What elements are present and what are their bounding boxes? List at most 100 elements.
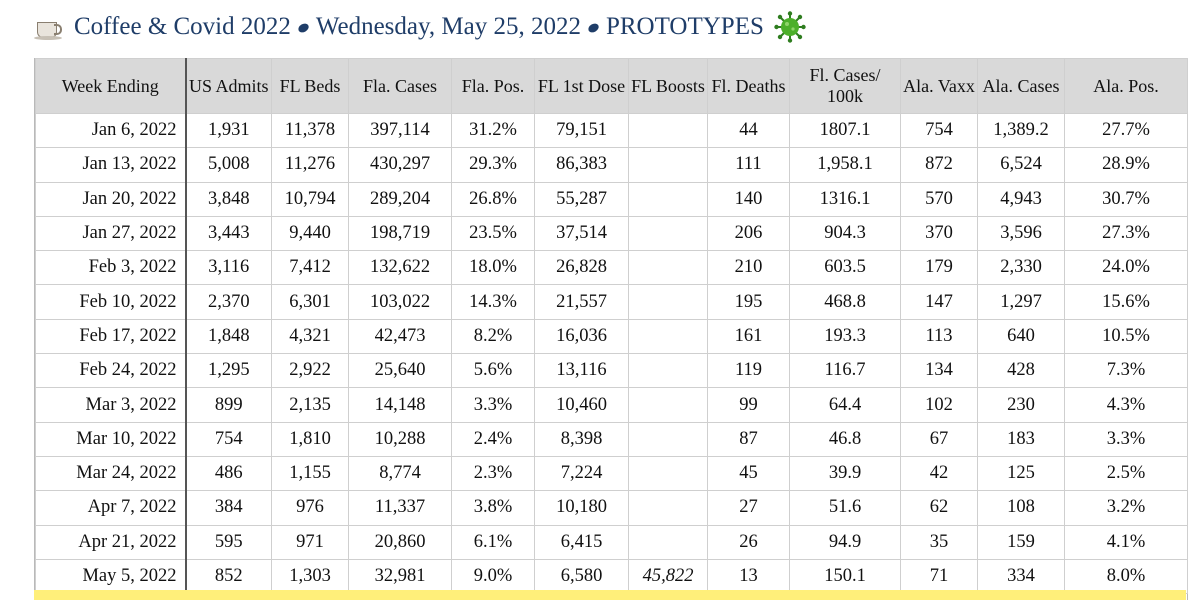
column-header-fl-beds: FL Beds [271,58,349,114]
table-row: Feb 10, 2022 2,370 6,301 103,022 14.3% 21,557… [35,284,1188,320]
cell-week: Mar 24, 2022 [35,455,187,492]
cell-ala-vaxx: 42 [900,455,978,492]
cell-us-admits: 486 [185,455,272,492]
coffee-bean-icon [586,21,601,35]
cell-fla-cases: 32,981 [348,558,452,595]
table-row: Mar 24, 2022 486 1,155 8,774 2.3% 7,224 45 39.9… [35,455,1188,492]
cell-ala-cases: 4,943 [977,181,1065,217]
cell-fla-cases: 289,204 [348,181,452,217]
cell-week: Jan 13, 2022 [35,147,187,183]
cell-fl-boosts [628,318,708,355]
cell-fl-1st-dose: 7,224 [534,455,629,492]
cell-week: Feb 24, 2022 [35,353,187,389]
table-header-row: Week Ending US Admits FL Beds Fla. Cases Fla… [35,58,1188,114]
column-header-fl-cases-100k: Fl. Cases/ 100k [789,58,901,114]
cell-fl-cases-100k: 46.8 [789,421,901,457]
cell-us-admits: 754 [185,421,272,457]
cell-fl-1st-dose: 6,415 [534,524,629,560]
cell-fl-beds: 11,378 [271,112,349,149]
highlight-row [34,590,1186,600]
cell-fl-1st-dose: 21,557 [534,284,629,320]
cell-fl-deaths: 26 [707,524,790,560]
cell-ala-cases: 334 [977,558,1065,595]
cell-fla-pos: 2.4% [451,421,535,457]
cell-week: Mar 10, 2022 [35,421,187,457]
cell-ala-cases: 2,330 [977,250,1065,286]
cell-ala-vaxx: 872 [900,147,978,183]
title-brand: Coffee & Covid 2022 [74,13,291,40]
cell-week: Apr 21, 2022 [35,524,187,560]
cell-fla-pos: 3.8% [451,490,535,526]
cell-fl-cases-100k: 116.7 [789,353,901,389]
cell-ala-pos: 4.3% [1064,387,1188,423]
cell-ala-cases: 183 [977,421,1065,457]
cell-ala-vaxx: 134 [900,353,978,389]
cell-ala-pos: 27.3% [1064,215,1188,252]
cell-ala-vaxx: 570 [900,181,978,217]
cell-fl-cases-100k: 1316.1 [789,181,901,217]
cell-ala-vaxx: 71 [900,558,978,595]
cell-fl-boosts [628,112,708,149]
cell-week: Jan 6, 2022 [35,112,187,149]
cell-us-admits: 1,295 [185,353,272,389]
cell-ala-cases: 230 [977,387,1065,423]
cell-fl-boosts [628,421,708,457]
cell-fl-deaths: 119 [707,353,790,389]
cell-ala-cases: 6,524 [977,147,1065,183]
cell-fl-cases-100k: 1807.1 [789,112,901,149]
cell-ala-pos: 24.0% [1064,250,1188,286]
cell-fla-cases: 8,774 [348,455,452,492]
column-header-fl-deaths: Fl. Deaths [707,58,790,114]
cell-fla-cases: 198,719 [348,215,452,252]
cell-fl-beds: 10,794 [271,181,349,217]
cell-ala-cases: 428 [977,353,1065,389]
cell-fla-cases: 25,640 [348,353,452,389]
cell-fl-beds: 4,321 [271,318,349,355]
cell-fl-1st-dose: 6,580 [534,558,629,595]
cell-us-admits: 899 [185,387,272,423]
cell-fla-cases: 103,022 [348,284,452,320]
cell-fl-cases-100k: 603.5 [789,250,901,286]
cell-ala-cases: 108 [977,490,1065,526]
cell-fl-cases-100k: 468.8 [789,284,901,320]
cell-fl-deaths: 99 [707,387,790,423]
cell-fla-pos: 23.5% [451,215,535,252]
table-row: Jan 13, 2022 5,008 11,276 430,297 29.3% 86,38… [35,147,1188,183]
cell-ala-cases: 125 [977,455,1065,492]
cell-week: Feb 3, 2022 [35,250,187,286]
cell-fl-deaths: 140 [707,181,790,217]
table-body: Jan 6, 2022 1,931 11,378 397,114 31.2% 79,151… [35,112,1188,595]
cell-fl-deaths: 195 [707,284,790,320]
cell-fl-beds: 976 [271,490,349,526]
table-row: Mar 10, 2022 754 1,810 10,288 2.4% 8,398 87 46.… [35,421,1188,457]
cell-week: Jan 27, 2022 [35,215,187,252]
cell-ala-vaxx: 67 [900,421,978,457]
virus-icon [774,11,806,43]
table-row: Jan 6, 2022 1,931 11,378 397,114 31.2% 79,151… [35,112,1188,149]
column-header-fl-1st-dose: FL 1st Dose [534,58,629,114]
cell-fl-deaths: 161 [707,318,790,355]
cell-week: May 5, 2022 [35,558,187,595]
cell-fl-boosts: 45,822 [628,558,708,595]
cell-us-admits: 3,443 [185,215,272,252]
table-row: May 5, 2022 852 1,303 32,981 9.0% 6,580 45,822… [35,558,1188,595]
cell-fl-1st-dose: 55,287 [534,181,629,217]
table-row: Apr 21, 2022 595 971 20,860 6.1% 6,415 26 94.9 3… [35,524,1188,560]
cell-fl-boosts [628,181,708,217]
cell-fl-boosts [628,215,708,252]
cell-fl-cases-100k: 904.3 [789,215,901,252]
cell-fl-boosts [628,147,708,183]
cell-fla-pos: 2.3% [451,455,535,492]
cell-fl-boosts [628,250,708,286]
column-header-fla-cases: Fla. Cases [348,58,452,114]
table-row: Feb 17, 2022 1,848 4,321 42,473 8.2% 16,036 16… [35,318,1188,355]
cell-fl-boosts [628,490,708,526]
cell-fla-pos: 8.2% [451,318,535,355]
cell-fl-1st-dose: 10,180 [534,490,629,526]
cell-fl-deaths: 13 [707,558,790,595]
cell-ala-pos: 2.5% [1064,455,1188,492]
cell-ala-cases: 159 [977,524,1065,560]
cell-fla-cases: 430,297 [348,147,452,183]
cell-ala-pos: 10.5% [1064,318,1188,355]
title-topic: PROTOTYPES [605,13,764,40]
